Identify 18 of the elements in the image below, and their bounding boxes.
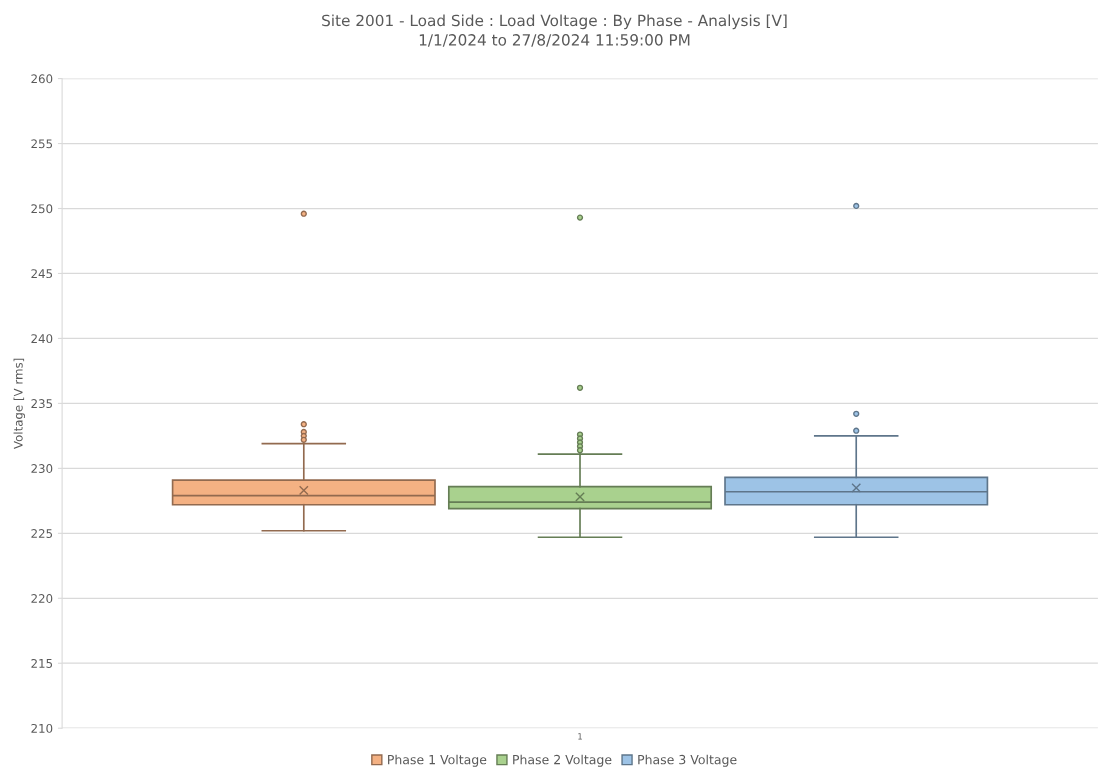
y-tick-label: 245 xyxy=(31,269,53,279)
y-tick-label: 240 xyxy=(31,334,53,344)
y-tick-label: 260 xyxy=(31,74,53,84)
y-tick-label: 250 xyxy=(31,204,53,214)
y-tick-label: 210 xyxy=(31,723,53,733)
y-tick-label: 225 xyxy=(31,529,53,538)
legend-label: Phase 3 Voltage xyxy=(638,754,737,767)
chart-subtitle: 1/1/2024 to 27/8/2024 11:59:00 PM xyxy=(419,34,690,47)
y-tick-label: 235 xyxy=(31,399,53,409)
y-tick-label: 220 xyxy=(31,594,53,603)
legend-label: Phase 1 Voltage xyxy=(388,754,487,767)
legend-label: Phase 2 Voltage xyxy=(513,754,612,767)
y-axis-title: Voltage [V rms] xyxy=(13,358,25,449)
chart-title: Site 2001 - Load Side : Load Voltage : By Phase - Analysis [V] xyxy=(322,14,787,30)
y-tick-label: 215 xyxy=(31,658,53,668)
x-tick-label: 1 xyxy=(578,733,582,740)
y-tick-label: 255 xyxy=(31,139,53,149)
y-tick-label: 230 xyxy=(31,464,53,474)
